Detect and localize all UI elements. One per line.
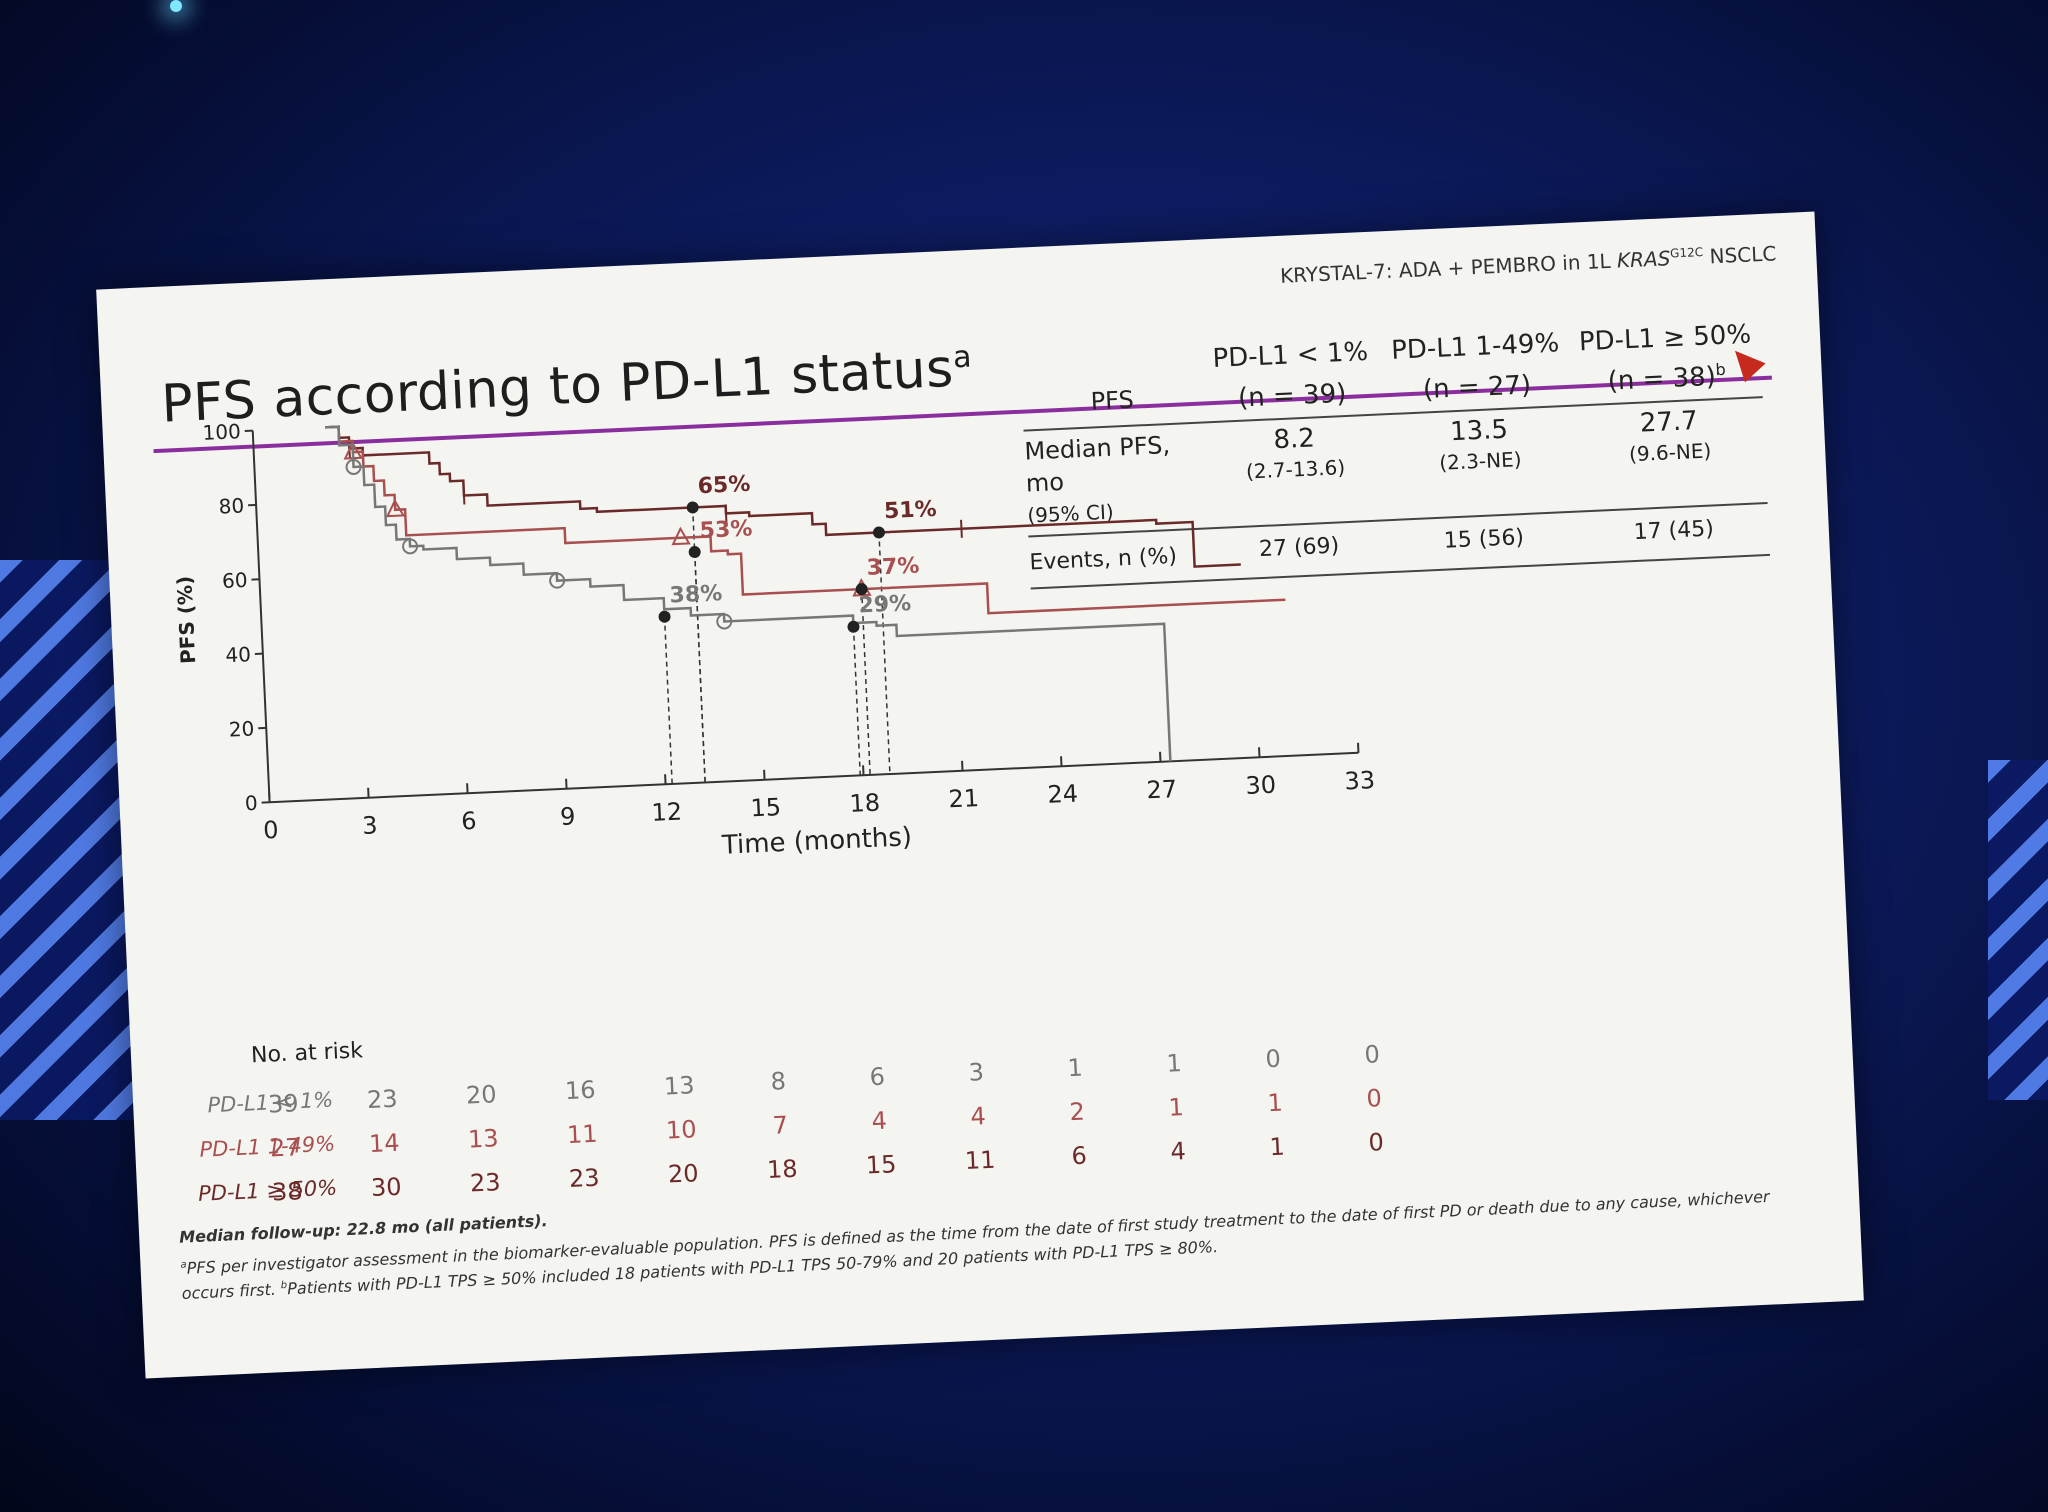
risk-value: 23 [568,1163,601,1194]
censor-marker [402,538,419,555]
risk-value: 16 [564,1075,597,1106]
x-tick-label: 21 [948,784,980,813]
y-tick-label: 100 [202,419,241,445]
x-tick-label: 15 [750,793,782,822]
x-axis-label: Time (months) [720,822,912,861]
km-curve [325,425,1241,568]
risk-value: 30 [370,1172,403,1203]
y-tick-label: 80 [218,493,245,518]
risk-value: 0 [1367,1128,1385,1157]
risk-value: 38 [271,1177,304,1207]
risk-value: 1 [1066,1053,1084,1083]
x-tick-label: 9 [560,802,577,831]
y-tick-label: 0 [244,791,258,816]
risk-value: 4 [1169,1137,1187,1166]
background-light [170,0,182,12]
landmark-label: 53% [699,516,753,543]
censor-marker [724,504,728,523]
x-axis [269,751,1359,804]
risk-value: 0 [1264,1044,1282,1074]
x-tick-label: 33 [1344,766,1376,795]
risk-value: 10 [665,1115,698,1145]
risk-value: 23 [469,1168,502,1198]
landmark-label: 38% [669,581,723,608]
y-axis [251,430,271,803]
risk-value: 11 [566,1119,599,1150]
risk-value: 4 [969,1102,987,1131]
risk-table-title: No. at risk [250,1038,364,1069]
risk-value: 6 [1070,1141,1088,1171]
presentation-slide: KRYSTAL-7: ADA + PEMBRO in 1L KRASG12C N… [96,211,1864,1379]
km-chart: 0 3 6 9 12 15 18 21 24 27 30 33 0 20 40 60 80 100 Time (mo… [172,419,1376,861]
censor-marker [671,526,691,546]
risk-value: 1 [1266,1088,1284,1118]
x-tick-label: 27 [1146,775,1178,804]
risk-value: 27 [269,1133,302,1163]
y-tick-label: 60 [222,568,249,593]
risk-value: 3 [967,1058,985,1087]
x-tick-label: 0 [263,816,280,845]
risk-value: 6 [868,1062,886,1092]
landmark-point [855,583,868,596]
risk-value: 1 [1165,1049,1183,1078]
risk-value: 2 [1068,1097,1086,1127]
x-tick-label: 3 [362,811,379,840]
risk-value: 18 [766,1154,799,1185]
y-tick-label: 20 [228,716,255,741]
landmark-line [878,532,891,775]
risk-value: 0 [1363,1040,1381,1069]
landmark-point [872,526,885,539]
censor-marker [462,486,466,505]
landmark-point [658,610,671,623]
x-tick-label: 24 [1047,780,1079,809]
landmark-point [686,501,699,514]
risk-value: 11 [964,1145,997,1176]
landmark-label: 65% [697,472,751,499]
censor-marker [385,498,406,518]
x-tick-label: 12 [651,798,683,827]
risk-value: 39 [267,1089,300,1119]
landmark-point [688,546,701,559]
km-curve [325,425,1286,615]
landmark-label: 37% [866,554,920,581]
x-tick-label: 30 [1245,771,1277,800]
y-axis-label: PFS (%) [172,575,200,664]
censor-marker [345,458,362,475]
risk-value: 15 [865,1150,898,1180]
risk-value: 23 [366,1084,399,1115]
censor-marker [549,572,566,589]
background-stripes-right [1988,760,2048,1100]
risk-value: 1 [1268,1132,1286,1162]
landmark-line [860,589,871,775]
risk-value: 14 [368,1128,401,1159]
censor-marker [960,519,963,538]
x-tick-label: 18 [849,789,881,818]
landmark-label: 51% [883,497,937,524]
risk-value: 13 [663,1071,696,1101]
risk-value: 8 [769,1067,787,1096]
risk-value: 20 [465,1080,498,1110]
landmark-label: 29% [858,591,912,618]
landmark-point [847,620,860,633]
risk-value: 13 [467,1124,500,1154]
risk-value: 7 [771,1111,789,1140]
landmark-line [852,626,861,776]
landmark-line [693,552,706,783]
risk-value: 0 [1365,1084,1383,1113]
landmark-line [663,616,673,784]
risk-value: 20 [667,1159,700,1189]
risk-value: 4 [870,1106,888,1136]
x-tick-label: 6 [461,807,478,836]
risk-value: 1 [1167,1093,1185,1122]
y-tick-label: 40 [225,642,252,667]
censor-marker [716,613,733,630]
